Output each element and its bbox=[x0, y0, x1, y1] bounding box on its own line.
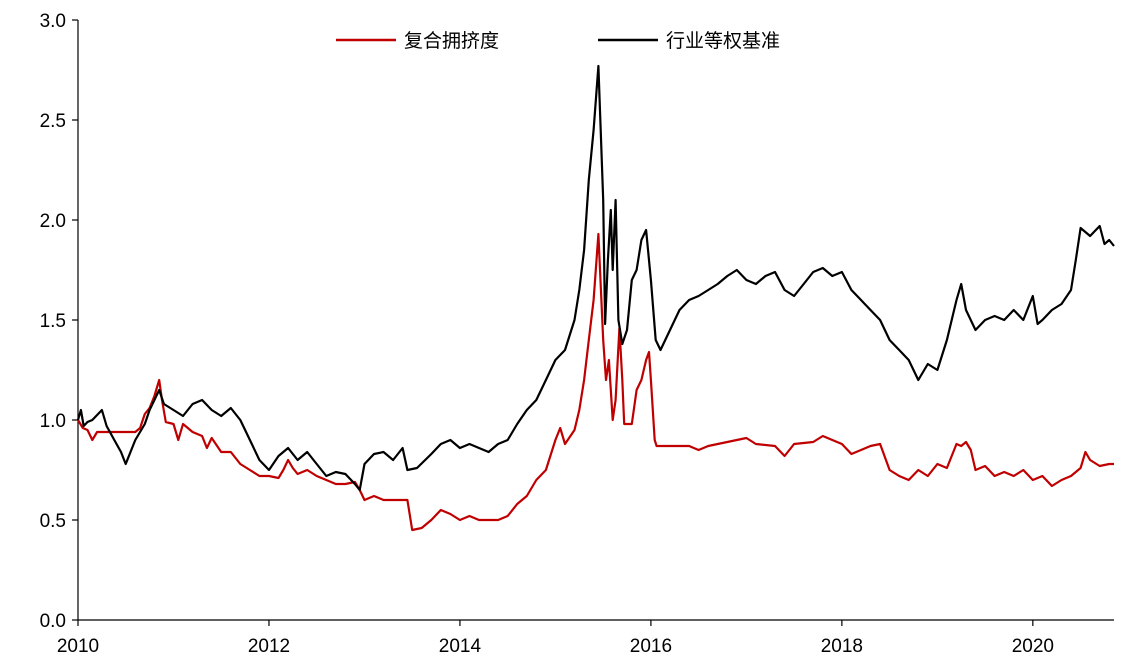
x-ticks: 2010 2012 2014 2016 2018 2020 bbox=[57, 620, 1054, 657]
series-line-composite-crowding bbox=[77, 232, 1114, 532]
y-tick-label: 1.5 bbox=[40, 311, 66, 332]
y-tick-label: 1.0 bbox=[40, 411, 66, 432]
y-tick-label: 2.0 bbox=[40, 211, 66, 232]
series-line-equal-weight-benchmark bbox=[76, 64, 1115, 492]
y-tick-label: 3.0 bbox=[40, 11, 66, 32]
legend-label-equal-weight-benchmark: 行业等权基准 bbox=[666, 30, 780, 52]
y-tick-label: 0.5 bbox=[40, 511, 66, 532]
x-tick-label: 2010 bbox=[57, 636, 99, 657]
y-tick-label: 0.0 bbox=[40, 611, 66, 632]
x-tick-label: 2014 bbox=[439, 636, 482, 657]
y-tick-label: 2.5 bbox=[40, 111, 66, 132]
x-tick-label: 2020 bbox=[1012, 636, 1054, 657]
plot-lines bbox=[76, 64, 1115, 532]
x-tick-label: 2018 bbox=[821, 636, 863, 657]
y-ticks: 0.0 0.5 1.0 1.5 2.0 2.5 3.0 bbox=[40, 11, 78, 632]
x-tick-label: 2016 bbox=[630, 636, 672, 657]
legend: 复合拥挤度 行业等权基准 bbox=[336, 30, 780, 52]
x-tick-label: 2012 bbox=[248, 636, 290, 657]
legend-label-composite-crowding: 复合拥挤度 bbox=[404, 30, 499, 52]
